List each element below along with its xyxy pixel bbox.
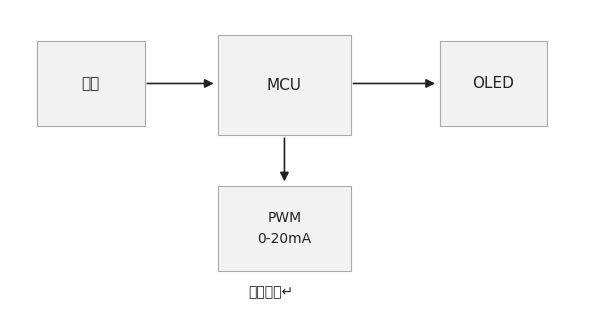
Text: OLED: OLED bbox=[472, 76, 515, 91]
Text: 功能框图↵: 功能框图↵ bbox=[248, 285, 293, 299]
Text: MCU: MCU bbox=[267, 77, 302, 93]
FancyBboxPatch shape bbox=[37, 41, 145, 126]
Text: 按键: 按键 bbox=[82, 76, 100, 91]
FancyBboxPatch shape bbox=[218, 35, 351, 135]
Text: PWM
0-20mA: PWM 0-20mA bbox=[257, 211, 312, 246]
FancyBboxPatch shape bbox=[218, 186, 351, 271]
FancyBboxPatch shape bbox=[440, 41, 547, 126]
